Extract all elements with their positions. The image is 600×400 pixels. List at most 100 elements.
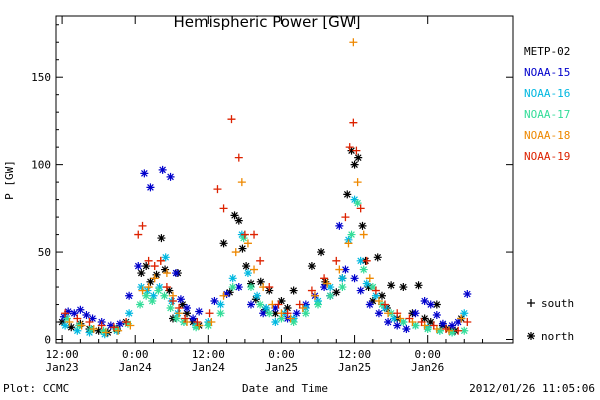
data-point-north <box>411 309 420 318</box>
data-point-north <box>414 281 423 290</box>
data-point-north <box>88 314 97 323</box>
data-point-south <box>138 221 147 230</box>
marker-legend-label: north <box>541 330 574 343</box>
data-point-north <box>230 211 239 220</box>
y-tick-label: 0 <box>44 334 51 347</box>
data-point-north <box>219 239 228 248</box>
data-point-north <box>320 283 329 292</box>
data-point-south <box>429 321 438 330</box>
data-point-south <box>144 256 153 265</box>
data-point-south <box>101 328 110 337</box>
data-point-north <box>347 230 356 239</box>
data-point-north <box>82 311 91 320</box>
data-point-north <box>155 283 164 292</box>
data-point-south <box>345 143 354 152</box>
data-point-north <box>161 253 170 262</box>
data-point-north <box>239 234 248 243</box>
data-point-north <box>166 172 175 181</box>
data-point-south <box>393 309 402 318</box>
data-point-north <box>448 328 457 337</box>
data-point-south <box>356 204 365 213</box>
data-point-north <box>161 265 170 274</box>
series-noaa-15 <box>59 165 472 334</box>
data-point-south <box>463 318 472 327</box>
data-point-north <box>146 183 155 192</box>
data-point-north <box>149 291 158 300</box>
data-point-south <box>374 297 383 306</box>
data-point-north <box>160 291 169 300</box>
data-point-north <box>111 325 120 334</box>
data-point-south <box>122 318 131 327</box>
x-tick-label: 0:00 <box>122 348 149 361</box>
data-point-south <box>265 283 274 292</box>
x-tick-label: 0:00 <box>414 348 441 361</box>
data-point-north <box>353 199 362 208</box>
data-point-north <box>195 307 204 316</box>
data-point-south <box>231 248 240 257</box>
data-point-north <box>176 295 185 304</box>
data-point-north <box>228 283 237 292</box>
data-point-north <box>137 283 146 292</box>
data-point-north <box>350 160 359 169</box>
data-point-north <box>350 274 359 283</box>
data-point-south <box>384 309 393 318</box>
data-point-south <box>144 283 153 292</box>
data-point-north <box>347 146 356 155</box>
legend-entry: NOAA-15 <box>524 66 570 79</box>
data-point-south <box>332 256 341 265</box>
data-point-north <box>362 279 371 288</box>
data-point-north <box>189 314 198 323</box>
data-point-south <box>286 314 295 323</box>
data-point-north <box>358 221 367 230</box>
data-point-south <box>234 153 243 162</box>
data-point-north <box>332 288 341 297</box>
marker-legend-label: south <box>541 297 574 310</box>
data-point-north <box>301 309 310 318</box>
data-point-south <box>250 230 259 239</box>
data-point-north <box>277 314 286 323</box>
data-point-north <box>399 283 408 292</box>
data-point-north <box>123 319 132 328</box>
x-tick-date: Jan23 <box>46 361 79 374</box>
data-point-south <box>349 38 358 47</box>
data-point-south <box>150 262 159 271</box>
data-point-north <box>283 304 292 313</box>
x-axis: 12:00Jan230:00Jan2412:00Jan240:00Jan2512… <box>46 16 484 374</box>
data-point-north <box>292 309 301 318</box>
data-point-south <box>310 291 319 300</box>
data-point-north <box>463 290 472 299</box>
data-point-north <box>246 283 255 292</box>
data-point-north <box>172 269 181 278</box>
data-point-south <box>362 256 371 265</box>
data-point-south <box>341 213 350 222</box>
x-tick-label: 12:00 <box>192 348 225 361</box>
data-point-south <box>77 321 86 330</box>
data-point-south <box>396 314 405 323</box>
data-point-south <box>85 318 94 327</box>
data-point-south <box>181 314 190 323</box>
data-point-north <box>460 326 469 335</box>
data-point-north <box>100 330 109 339</box>
data-point-north <box>61 321 70 330</box>
data-point-south <box>109 323 118 332</box>
data-point-south <box>73 314 82 323</box>
data-point-north <box>62 314 71 323</box>
data-point-north <box>460 309 469 318</box>
data-point-north <box>67 323 76 332</box>
data-point-south <box>195 321 204 330</box>
data-point-north <box>154 286 163 295</box>
data-point-north <box>73 326 82 335</box>
data-point-north <box>158 165 167 174</box>
data-point-north <box>183 309 192 318</box>
data-point-north <box>178 300 187 309</box>
data-point-north <box>115 319 124 328</box>
data-point-north <box>326 291 335 300</box>
data-point-north <box>393 321 402 330</box>
data-point-north <box>234 216 243 225</box>
data-point-north <box>125 291 134 300</box>
data-point-north <box>64 307 73 316</box>
data-point-north <box>192 323 201 332</box>
data-point-south <box>138 286 147 295</box>
data-point-south <box>219 291 228 300</box>
data-point-north <box>165 286 174 295</box>
